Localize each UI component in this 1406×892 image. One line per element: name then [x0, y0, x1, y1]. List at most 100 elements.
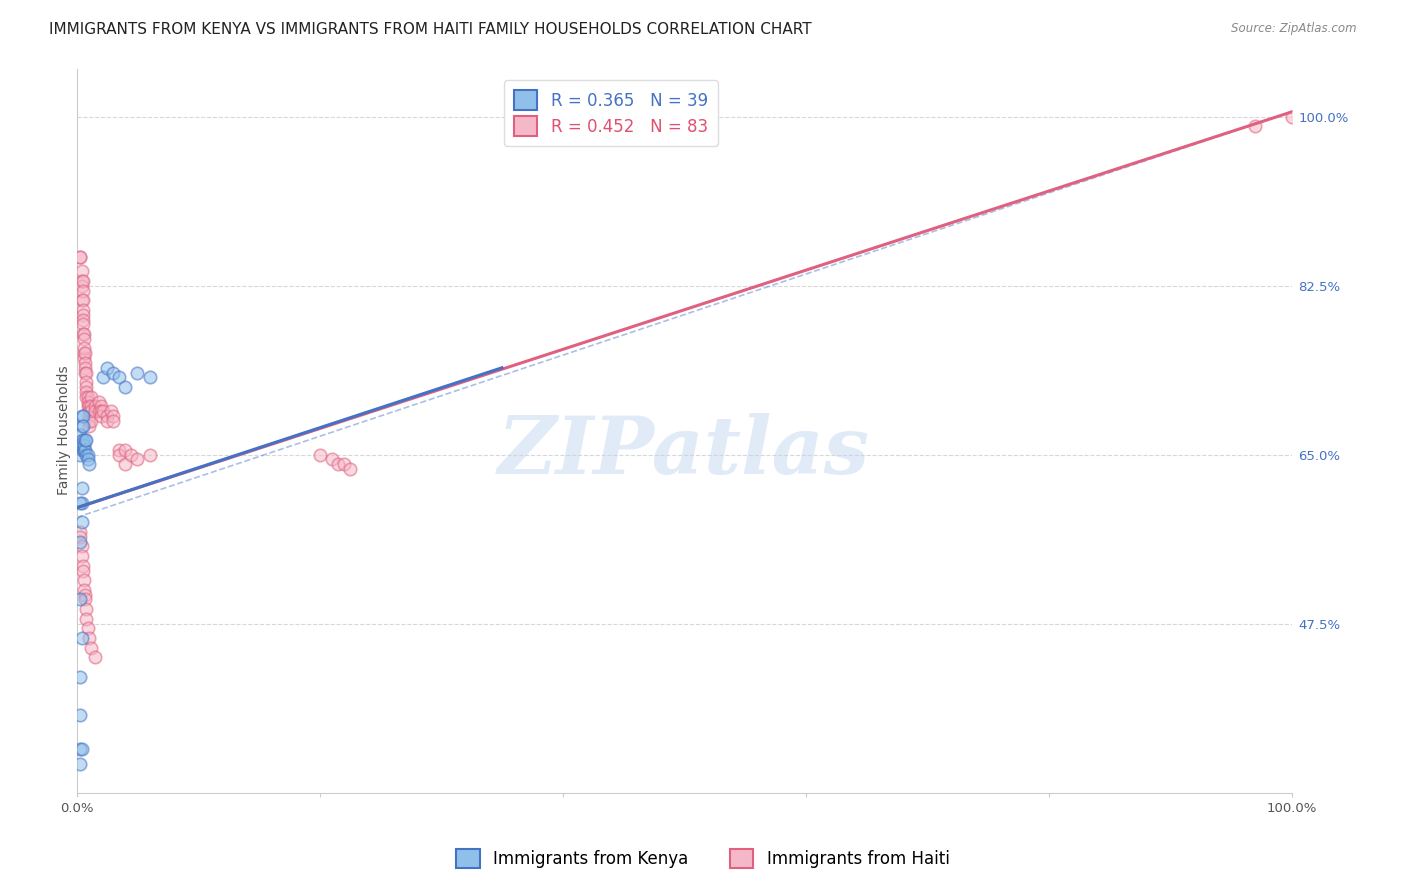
Point [70, 418, 93, 433]
Point [72, 302, 94, 317]
Point [90, 400, 112, 414]
Point [100, 404, 122, 418]
Y-axis label: Family Households: Family Households [58, 366, 72, 495]
Point [76, 394, 98, 409]
Point [75, 612, 97, 626]
Point [77, 418, 100, 433]
Point [70, 742, 93, 756]
Point [69, 756, 91, 771]
Point [70, 433, 93, 447]
Point [84, 650, 107, 665]
Point [108, 448, 131, 462]
Point [1244, 120, 1267, 134]
Point [77, 409, 100, 423]
Point [70, 442, 93, 457]
Point [127, 366, 149, 380]
Point [127, 452, 149, 467]
Point [93, 404, 115, 418]
Point [69, 250, 91, 264]
Point [75, 433, 97, 447]
Point [120, 448, 142, 462]
Point [101, 414, 124, 428]
Point [77, 400, 100, 414]
Point [72, 442, 94, 457]
Point [75, 448, 97, 462]
Point [73, 573, 96, 587]
Point [96, 360, 118, 375]
Point [72, 312, 94, 326]
Point [75, 346, 97, 360]
Point [72, 274, 94, 288]
Point [73, 346, 96, 360]
Point [138, 448, 160, 462]
Point [70, 409, 93, 423]
Point [308, 448, 330, 462]
Point [75, 588, 97, 602]
Text: Source: ZipAtlas.com: Source: ZipAtlas.com [1232, 22, 1357, 36]
Point [70, 482, 93, 496]
Point [70, 549, 93, 563]
Point [75, 442, 97, 457]
Point [138, 370, 160, 384]
Point [69, 524, 91, 539]
Point [69, 438, 91, 452]
Point [70, 540, 93, 554]
Point [90, 404, 112, 418]
Point [72, 418, 94, 433]
Point [90, 409, 112, 423]
Point [93, 370, 115, 384]
Point [76, 390, 98, 404]
Point [70, 293, 93, 308]
Point [75, 390, 97, 404]
Point [114, 442, 136, 457]
Legend: Immigrants from Kenya, Immigrants from Haiti: Immigrants from Kenya, Immigrants from H… [450, 842, 956, 875]
Point [101, 366, 124, 380]
Point [80, 404, 103, 418]
Point [72, 326, 94, 341]
Point [69, 592, 91, 607]
Point [73, 438, 96, 452]
Point [75, 602, 97, 616]
Point [75, 366, 97, 380]
Point [77, 631, 100, 645]
Point [73, 582, 96, 597]
Point [80, 414, 103, 428]
Point [72, 318, 94, 332]
Point [72, 433, 94, 447]
Point [72, 308, 94, 322]
Point [73, 342, 96, 356]
Point [101, 409, 124, 423]
Point [75, 592, 97, 607]
Point [75, 376, 97, 390]
Point [72, 284, 94, 298]
Point [72, 293, 94, 308]
Point [69, 670, 91, 684]
Point [84, 404, 107, 418]
Point [77, 404, 100, 418]
Point [96, 414, 118, 428]
Point [75, 360, 97, 375]
Point [72, 409, 94, 423]
Point [77, 414, 100, 428]
Point [69, 448, 91, 462]
Point [69, 428, 91, 442]
Point [69, 534, 91, 549]
Point [69, 530, 91, 544]
Point [73, 332, 96, 346]
Point [80, 390, 103, 404]
Text: ZIPatlas: ZIPatlas [498, 414, 870, 491]
Point [76, 448, 98, 462]
Point [80, 640, 103, 655]
Point [72, 564, 94, 578]
Legend: R = 0.365   N = 39, R = 0.452   N = 83: R = 0.365 N = 39, R = 0.452 N = 83 [505, 80, 718, 145]
Text: IMMIGRANTS FROM KENYA VS IMMIGRANTS FROM HAITI FAMILY HOUSEHOLDS CORRELATION CHA: IMMIGRANTS FROM KENYA VS IMMIGRANTS FROM… [49, 22, 811, 37]
Point [75, 380, 97, 394]
Point [70, 264, 93, 278]
Point [69, 742, 91, 756]
Point [69, 496, 91, 510]
Point [84, 400, 107, 414]
Point [72, 558, 94, 573]
Point [1281, 110, 1303, 124]
Point [76, 622, 98, 636]
Point [333, 458, 356, 472]
